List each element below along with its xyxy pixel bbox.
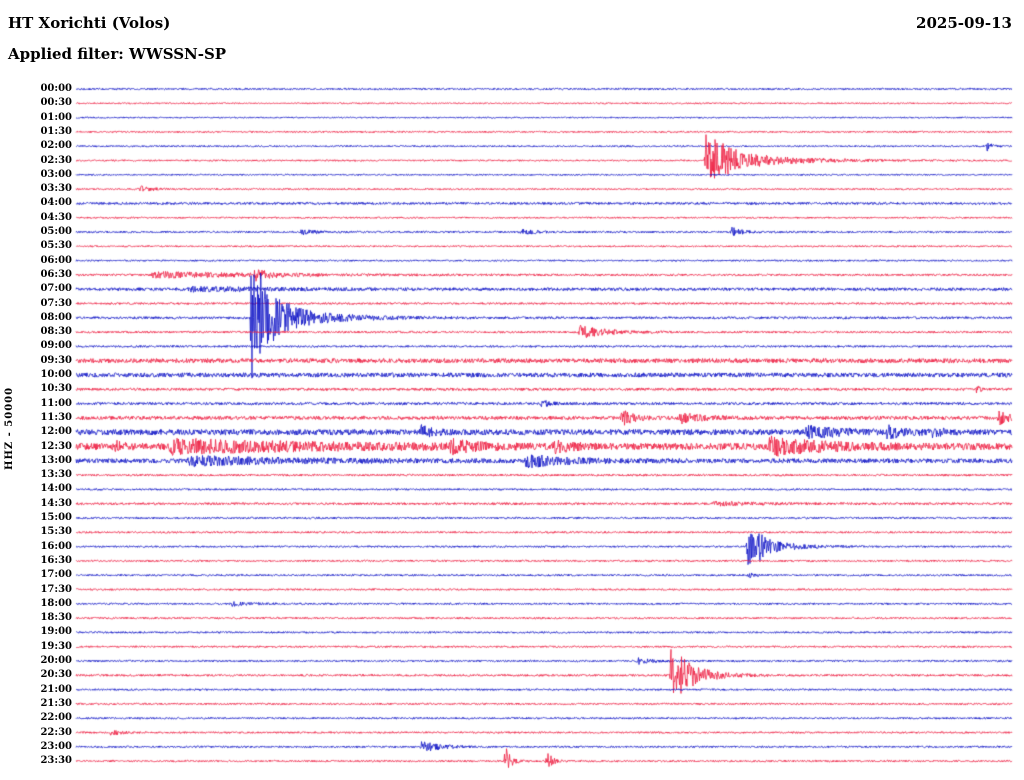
time-label: 06:30 xyxy=(40,268,72,280)
time-label: 05:30 xyxy=(40,240,72,252)
time-label: 03:00 xyxy=(40,168,72,180)
time-label: 17:00 xyxy=(40,569,72,581)
time-label: 10:30 xyxy=(40,383,72,395)
time-label: 00:30 xyxy=(40,97,72,109)
time-label: 23:30 xyxy=(40,755,72,767)
time-label: 17:30 xyxy=(40,583,72,595)
time-label: 01:00 xyxy=(40,111,72,123)
time-label: 20:00 xyxy=(40,655,72,666)
time-label: 16:00 xyxy=(40,540,72,552)
time-label: 14:00 xyxy=(40,483,72,495)
time-label: 13:00 xyxy=(40,454,72,466)
time-label: 06:00 xyxy=(40,254,72,266)
time-label: 19:30 xyxy=(40,640,72,652)
time-label: 04:00 xyxy=(40,197,72,209)
time-label: 02:30 xyxy=(40,154,72,166)
time-label: 03:30 xyxy=(40,183,72,195)
time-label: 21:30 xyxy=(40,697,72,709)
time-label: 08:30 xyxy=(40,326,72,338)
time-label: 18:30 xyxy=(40,612,72,624)
time-label: 02:00 xyxy=(40,140,72,152)
time-label: 11:00 xyxy=(40,397,72,409)
time-label: 22:00 xyxy=(40,712,72,724)
time-label: 22:30 xyxy=(40,726,72,738)
time-label: 10:00 xyxy=(40,369,72,380)
time-label: 23:00 xyxy=(40,740,72,752)
time-label: 01:30 xyxy=(40,125,72,137)
time-label: 04:30 xyxy=(40,211,72,223)
time-label: 08:00 xyxy=(40,311,72,323)
time-label: 09:00 xyxy=(40,340,72,352)
time-label: 07:00 xyxy=(40,283,72,295)
time-label: 13:30 xyxy=(40,469,72,481)
time-label: 16:30 xyxy=(40,554,72,566)
time-label: 12:00 xyxy=(40,426,72,438)
time-label: 21:00 xyxy=(40,683,72,695)
time-label: 05:00 xyxy=(40,226,72,237)
time-label: 14:30 xyxy=(40,497,72,509)
time-label: 12:30 xyxy=(40,440,72,452)
time-label: 19:00 xyxy=(40,626,72,638)
time-label: 07:30 xyxy=(40,297,72,309)
time-label: 15:30 xyxy=(40,526,72,538)
time-label: 09:30 xyxy=(40,354,72,366)
time-label: 18:00 xyxy=(40,597,72,609)
time-label: 00:00 xyxy=(40,83,72,94)
time-label: 11:30 xyxy=(40,411,72,423)
time-label: 15:00 xyxy=(40,512,72,523)
time-label: 20:30 xyxy=(40,669,72,681)
